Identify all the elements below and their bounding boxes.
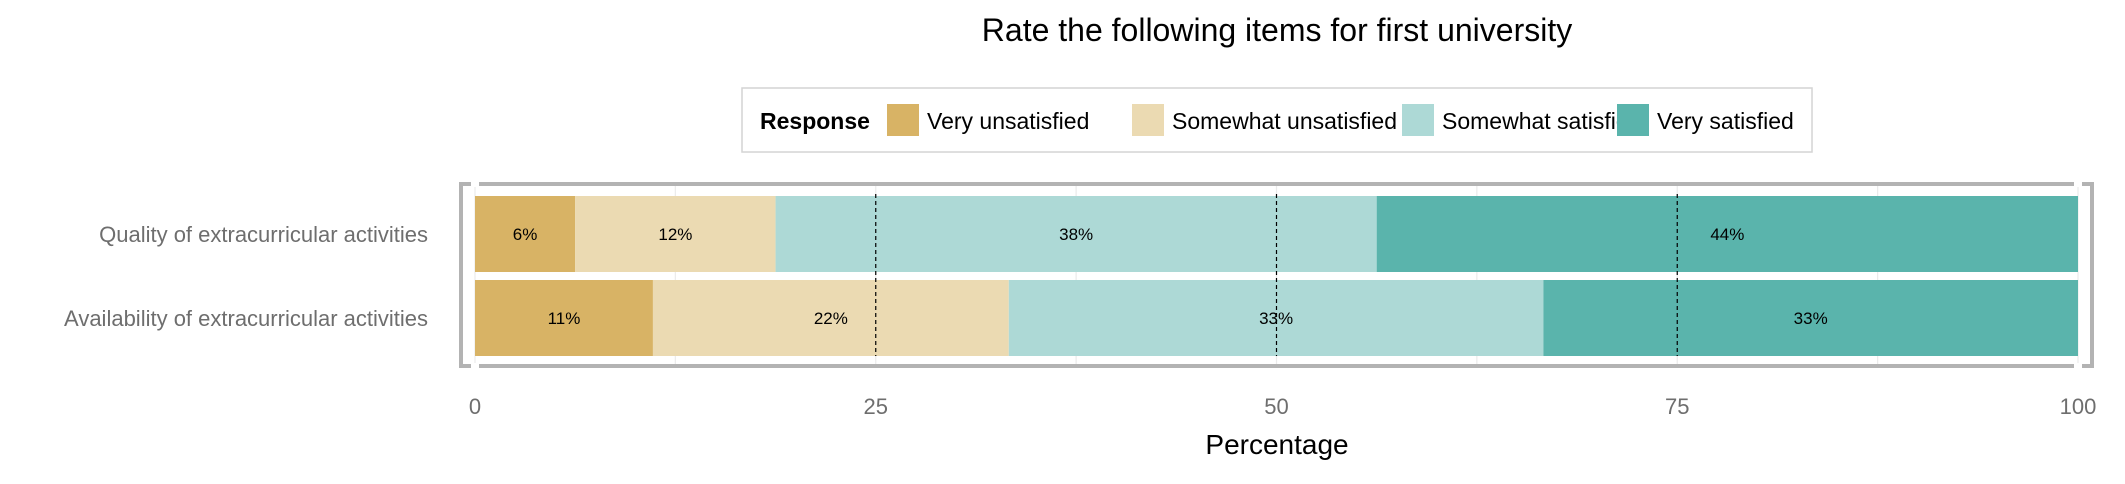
x-tick-label: 75 xyxy=(1665,394,1689,419)
category-label: Availability of extracurricular activiti… xyxy=(64,306,428,331)
panel-border xyxy=(459,182,2094,368)
data-label: 33% xyxy=(1794,309,1828,328)
x-tick-label: 50 xyxy=(1264,394,1288,419)
data-label: 22% xyxy=(814,309,848,328)
x-axis-title: Percentage xyxy=(1205,429,1348,460)
plot-area: 6% 12% 38% 44% 11% 22% 33% 33% Quality of extra… xyxy=(64,181,2097,419)
bar-segment xyxy=(475,280,653,356)
data-label: 33% xyxy=(1259,309,1293,328)
data-label: 12% xyxy=(658,225,692,244)
legend-label: Somewhat unsatisfied xyxy=(1172,108,1397,134)
data-label: 6% xyxy=(513,225,538,244)
x-tick-label: 100 xyxy=(2060,394,2097,419)
category-label: Quality of extracurricular activities xyxy=(99,222,428,247)
data-label: 44% xyxy=(1710,225,1744,244)
data-label: 11% xyxy=(548,309,581,328)
legend: Response Very unsatisfied Somewhat unsati… xyxy=(741,87,1813,153)
bar-segment xyxy=(1376,196,2078,272)
legend-key xyxy=(1402,104,1434,136)
chart-title: Rate the following items for first unive… xyxy=(982,12,1572,48)
x-tick-label: 0 xyxy=(469,394,481,419)
data-label: 38% xyxy=(1059,225,1093,244)
legend-title: Response xyxy=(760,108,870,134)
bar-segment xyxy=(575,196,776,272)
legend-key xyxy=(1132,104,1164,136)
bar-segment xyxy=(652,280,1009,356)
x-tick-label: 25 xyxy=(864,394,888,419)
legend-label: Very satisfied xyxy=(1657,108,1794,134)
bar-segment xyxy=(1543,280,2078,356)
legend-label: Somewhat satisfied xyxy=(1442,108,1641,134)
legend-key xyxy=(887,104,919,136)
legend-label: Very unsatisfied xyxy=(927,108,1089,134)
legend-key xyxy=(1617,104,1649,136)
bar-segment xyxy=(475,196,576,272)
